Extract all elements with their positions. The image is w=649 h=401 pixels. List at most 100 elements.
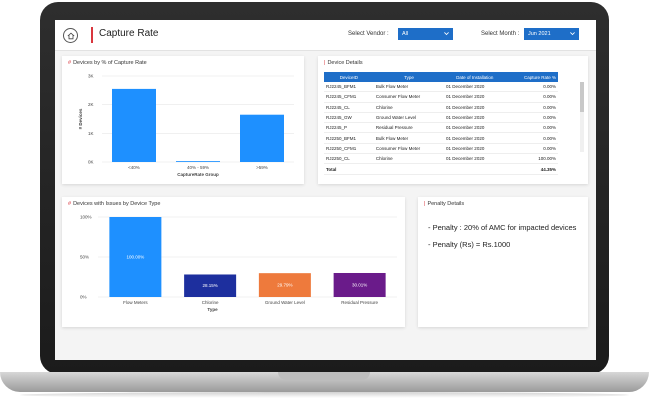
table-cell: RJ2245_CL <box>324 102 374 113</box>
bar <box>112 88 156 162</box>
table-cell: 01 December 2020 <box>444 122 506 134</box>
issues-card-title: # Devices with Issues by Device Type <box>68 201 160 207</box>
table-cell: 0.00% <box>505 132 558 144</box>
data-label: 29.79% <box>277 283 292 288</box>
data-label: 100.00% <box>126 255 144 260</box>
x-tick-label: Flow Meters <box>123 300 148 305</box>
table-cell <box>444 163 506 175</box>
x-tick-label: Residual Pressure <box>341 300 378 305</box>
issues-card: # Devices with Issues by Device Type 100%… <box>62 197 405 327</box>
table-cell: 0.00% <box>505 82 558 93</box>
top-bar: Capture Rate Select Vendor : All Select … <box>55 20 596 51</box>
home-icon <box>67 32 74 39</box>
table-row[interactable]: RJ2250_CFM1 Consumer Flow Meter 01 Decembe… <box>324 143 558 155</box>
table-row[interactable]: RJ2250_CL Chlorine 01 December 2020 100.00% <box>324 153 558 165</box>
table-row[interactable]: RJ2245_GW Ground Water Level 01 December 2… <box>324 112 558 124</box>
table-cell: 01 December 2020 <box>444 143 506 155</box>
column-header[interactable]: DeviceID <box>324 72 374 82</box>
device-details-table: DeviceID Type Date of Installation Capture … <box>324 72 558 175</box>
table-row[interactable]: RJ2245_P Residual Pressure 01 December 202… <box>324 122 558 134</box>
month-select[interactable]: Jun 2021 <box>524 28 579 40</box>
penalty-title-text: Penalty Details <box>427 201 465 207</box>
table-cell: RJ2250_CFM1 <box>324 143 374 155</box>
device-details-card: | Device Details DeviceID Type Date of Inst… <box>318 56 588 184</box>
column-header[interactable]: Type <box>373 72 445 82</box>
y-tick-label: 1K <box>88 131 94 136</box>
x-axis-label: CaptureRate Group <box>177 172 219 177</box>
table-cell: RJ2245_GW <box>324 112 374 124</box>
table-cell: 01 December 2020 <box>444 91 506 103</box>
bar <box>176 161 220 162</box>
table-cell: 0.00% <box>505 112 558 124</box>
table-cell: 01 December 2020 <box>444 102 506 113</box>
table-cell: 01 December 2020 <box>444 132 506 144</box>
column-header[interactable]: Date of Installation <box>444 72 506 82</box>
capture-rate-title-text: Devices by % of Capture Rate <box>73 60 147 66</box>
bar <box>240 114 284 162</box>
table-total-row: Total 44.35% <box>324 163 558 175</box>
table-row[interactable]: RJ2250_BFM1 Bulk Flow Meter 01 December 20… <box>324 132 558 144</box>
y-tick-label: 50% <box>80 255 89 260</box>
table-cell: Bulk Flow Meter <box>373 82 445 93</box>
table-cell: 0.00% <box>505 102 558 113</box>
x-axis-label: Type <box>207 307 218 312</box>
page-title: Capture Rate <box>99 28 159 39</box>
title-prefix: # <box>68 201 72 207</box>
penalty-line-2: - Penalty (Rs) = Rs.1000 <box>428 240 511 249</box>
title-accent: | <box>424 201 426 207</box>
dashboard-screen: Capture Rate Select Vendor : All Select … <box>55 20 596 360</box>
device-details-title-text: Device Details <box>327 60 363 66</box>
table-cell: Residual Pressure <box>373 122 445 134</box>
table-header-row: DeviceID Type Date of Installation Capture … <box>324 72 558 82</box>
table-cell: 0.00% <box>505 122 558 134</box>
device-details-title: | Device Details <box>324 60 363 66</box>
table-cell: RJ2250_CL <box>324 153 374 165</box>
table-cell: 01 December 2020 <box>444 82 506 93</box>
table-cell: 01 December 2020 <box>444 112 506 124</box>
table-scrollbar[interactable] <box>580 82 584 152</box>
title-accent: | <box>324 60 326 66</box>
table-cell: RJ2245_P <box>324 122 374 134</box>
column-header[interactable]: Capture Rate % <box>505 72 558 82</box>
bar <box>333 272 386 297</box>
table-cell: Chlorine <box>373 153 445 165</box>
y-tick-label: 0% <box>80 295 87 300</box>
data-label: 28.15% <box>202 283 217 288</box>
bar <box>258 273 311 297</box>
vendor-label: Select Vendor : <box>348 31 389 37</box>
penalty-title: | Penalty Details <box>424 201 464 207</box>
table-row[interactable]: RJ2245_CL Chlorine 01 December 2020 0.00% <box>324 102 558 113</box>
table-cell: Ground Water Level <box>373 112 445 124</box>
title-accent-bar <box>91 27 93 43</box>
scrollbar-thumb[interactable] <box>580 82 584 112</box>
chevron-down-icon <box>444 32 449 36</box>
y-tick-label: 2K <box>88 102 94 107</box>
capture-rate-chart: 3K 2K 1K 0K # Devices <40% 40% - 59% >59% Captur… <box>78 74 294 177</box>
table-cell: 0.00% <box>505 143 558 155</box>
table-cell: Consumer Flow Meter <box>373 143 445 155</box>
penalty-card: | Penalty Details - Penalty : 20% of AMC … <box>418 197 588 327</box>
laptop-shadow <box>20 392 629 398</box>
vendor-select-value: All <box>402 31 409 37</box>
x-tick-label: 40% - 59% <box>187 165 209 170</box>
table-cell: RJ2245_CFM1 <box>324 91 374 103</box>
table-cell: RJ2245_BFM1 <box>324 82 374 93</box>
table-cell <box>373 163 445 175</box>
chevron-down-icon <box>570 32 575 36</box>
table-row[interactable]: RJ2245_CFM1 Consumer Flow Meter 01 Decembe… <box>324 91 558 103</box>
x-tick-label: >59% <box>256 165 268 170</box>
laptop-base <box>0 372 649 392</box>
bar <box>184 274 237 297</box>
table-row[interactable]: RJ2245_BFM1 Bulk Flow Meter 01 December 20… <box>324 82 558 93</box>
vendor-select[interactable]: All <box>398 28 453 40</box>
capture-rate-card: # Devices by % of Capture Rate 3K 2K 1K 0K # … <box>62 56 304 184</box>
capture-rate-card-title: # Devices by % of Capture Rate <box>68 60 147 66</box>
laptop-notch <box>278 372 370 380</box>
total-label: Total <box>324 163 374 175</box>
table-cell: Chlorine <box>373 102 445 113</box>
title-prefix: # <box>68 60 72 66</box>
x-tick-label: Chlorine <box>202 300 219 305</box>
y-axis-label: # Devices <box>78 108 83 129</box>
month-select-value: Jun 2021 <box>528 31 551 37</box>
home-button[interactable] <box>63 28 78 43</box>
